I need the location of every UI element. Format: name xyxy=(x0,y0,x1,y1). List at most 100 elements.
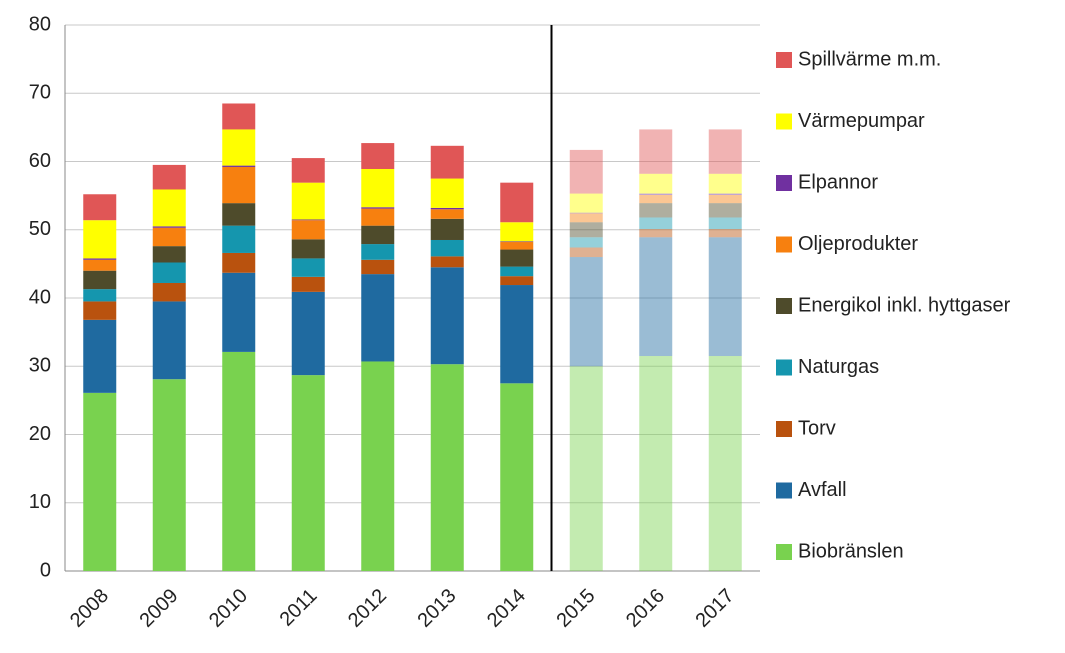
bar-segment xyxy=(83,319,117,393)
bar-segment xyxy=(708,129,742,174)
bar-segment xyxy=(708,173,742,194)
x-tick-label: 2012 xyxy=(344,585,391,632)
legend-label: Torv xyxy=(798,417,836,439)
bar-segment xyxy=(430,207,464,210)
bar-segment xyxy=(639,237,673,357)
x-tick-label: 2015 xyxy=(552,585,599,632)
bar-segment xyxy=(500,182,534,223)
x-tick-label: 2014 xyxy=(483,585,530,632)
legend-swatch xyxy=(776,52,792,68)
legend-swatch xyxy=(776,359,792,376)
bar-segment xyxy=(83,392,117,571)
x-tick-label: 2013 xyxy=(413,585,460,632)
bar-segment xyxy=(639,194,673,204)
bar-segment xyxy=(430,267,464,365)
bar-segment xyxy=(222,103,256,130)
bar-segment xyxy=(708,217,742,230)
legend-label: Naturgas xyxy=(798,356,879,378)
bar-segment xyxy=(291,158,325,183)
bar-segment xyxy=(569,222,603,238)
bar-segment xyxy=(361,361,395,571)
bar-segment xyxy=(708,193,742,195)
bar-segment xyxy=(430,239,464,257)
bar-segment xyxy=(222,351,256,571)
bar-segment xyxy=(361,143,395,170)
bar-segment xyxy=(222,166,256,204)
x-tick-label: 2010 xyxy=(205,585,252,632)
bar-segment xyxy=(152,227,186,247)
bar-segment xyxy=(83,194,117,221)
legend-swatch xyxy=(776,298,792,314)
bar-segment xyxy=(639,129,673,174)
bar-segment xyxy=(291,375,325,571)
y-tick-label: 0 xyxy=(40,559,51,581)
legend-label: Energikol inkl. hyttgaser xyxy=(798,294,1011,316)
bar-segment xyxy=(569,149,603,194)
bar-segment xyxy=(222,203,256,226)
bar-segment xyxy=(83,258,117,260)
x-tick-label: 2008 xyxy=(66,585,113,632)
bar-segment xyxy=(569,257,603,367)
legend-label: Oljeprodukter xyxy=(798,233,918,255)
bar-segment xyxy=(152,164,186,190)
bar-segment xyxy=(361,208,395,226)
bar-segment xyxy=(569,212,603,214)
bar-segment xyxy=(291,220,325,240)
bar-segment xyxy=(291,276,325,292)
bar-segment xyxy=(500,285,534,384)
bar-segment xyxy=(500,222,534,242)
bar-segment xyxy=(500,276,534,286)
bar-segment xyxy=(291,239,325,259)
bar-segment xyxy=(500,242,534,250)
bar-segment xyxy=(361,225,395,245)
x-tick-label: 2009 xyxy=(135,585,182,632)
legend-swatch xyxy=(776,113,792,130)
legend-label: Biobränslen xyxy=(798,540,904,562)
x-tick-label: 2016 xyxy=(622,585,669,632)
y-tick-label: 10 xyxy=(29,491,51,513)
y-tick-label: 70 xyxy=(29,82,51,104)
bar-segment xyxy=(222,129,256,166)
y-tick-label: 80 xyxy=(29,13,51,35)
bar-segment xyxy=(291,182,325,220)
bar-segment xyxy=(569,366,603,571)
y-tick-label: 20 xyxy=(29,423,51,445)
bar-segment xyxy=(83,289,117,302)
bar-segment xyxy=(291,291,325,376)
legend-swatch xyxy=(776,482,792,499)
legend-swatch xyxy=(776,421,792,437)
bar-segment xyxy=(500,249,534,267)
bar-segment xyxy=(500,266,534,277)
bar-segment xyxy=(222,272,256,352)
bar-segment xyxy=(430,145,464,179)
bar-segment xyxy=(569,237,603,248)
bar-segment xyxy=(291,258,325,277)
bar-segment xyxy=(291,219,325,221)
bar-segment xyxy=(361,169,395,208)
x-tick-label: 2011 xyxy=(276,585,322,631)
bar-segment xyxy=(430,218,464,240)
bar-segment xyxy=(222,252,256,273)
bar-segment xyxy=(152,282,186,302)
bar-segment xyxy=(152,189,186,227)
legend-label: Elpannor xyxy=(798,171,878,193)
bar-segment xyxy=(639,356,673,571)
bar-segment xyxy=(222,165,256,167)
bar-segment xyxy=(639,203,673,218)
legend-swatch xyxy=(776,175,792,191)
bar-segment xyxy=(152,246,186,263)
bar-segment xyxy=(152,301,186,380)
bar-segment xyxy=(83,220,117,259)
y-tick-label: 40 xyxy=(29,286,51,308)
bar-segment xyxy=(708,229,742,238)
bar-segment xyxy=(639,217,673,230)
y-tick-label: 30 xyxy=(29,355,51,377)
bar-segment xyxy=(430,178,464,208)
legend-swatch xyxy=(776,544,792,560)
bar-segment xyxy=(639,173,673,194)
legend-label: Spillvärme m.m. xyxy=(798,48,941,70)
bar-segment xyxy=(708,203,742,218)
bar-segment xyxy=(708,237,742,357)
bar-segment xyxy=(83,301,117,320)
